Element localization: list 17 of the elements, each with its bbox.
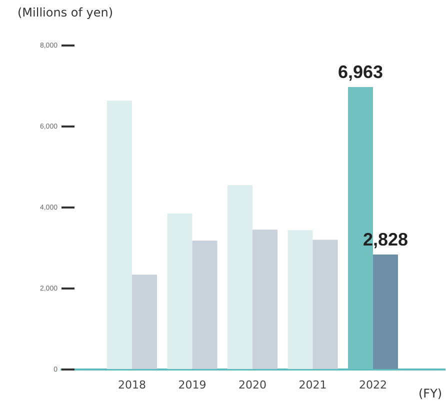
x-tick-label: 2022 — [359, 378, 387, 392]
x-tick-label: 2021 — [298, 378, 327, 392]
bar — [227, 185, 252, 369]
x-axis-title: (FY) — [418, 386, 442, 400]
bar — [192, 240, 218, 369]
bar — [106, 100, 132, 369]
bar — [132, 274, 158, 369]
bar — [288, 230, 313, 369]
y-axis-title: (Millions of yen) — [18, 6, 114, 20]
x-tick-label: 2018 — [118, 378, 146, 392]
x-tick-label: 2020 — [238, 378, 266, 392]
bar — [167, 213, 192, 369]
bar — [252, 230, 278, 369]
bar — [373, 254, 398, 369]
x-tick-label: 2019 — [178, 378, 206, 392]
data-label: 6,963 — [338, 62, 384, 82]
bar — [312, 240, 338, 369]
